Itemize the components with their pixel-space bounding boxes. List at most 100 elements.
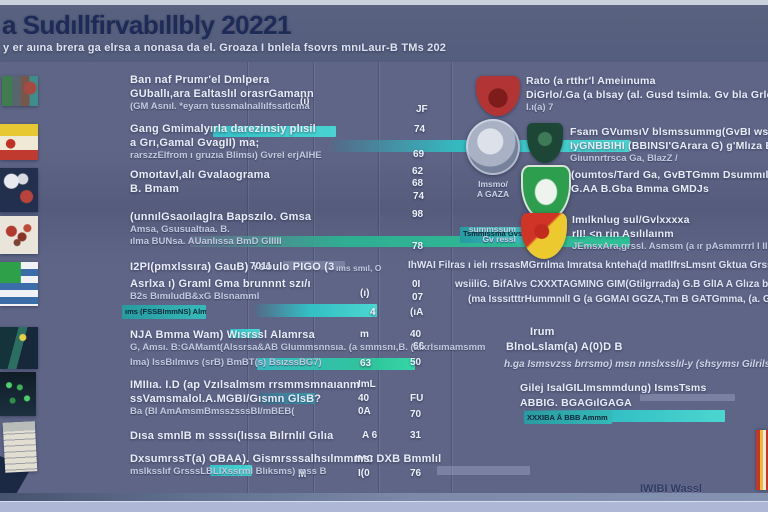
data-bar (230, 329, 260, 338)
bottom-right-line: Gilej IsalGILImsmmdung) IsmsTsms (520, 382, 707, 394)
top-strip (0, 0, 768, 5)
value-label: 68 (412, 178, 424, 189)
data-bar (210, 465, 252, 476)
value-label: FU (410, 393, 424, 404)
value-label: 74 (414, 124, 426, 135)
row-caption: ılma BUNsa. AUanlıssa BmD GIIIII (130, 236, 282, 247)
badge-caption: summssum Gv ressl (448, 224, 516, 244)
value-label: 0I (412, 279, 421, 290)
grid-line (378, 62, 379, 493)
mid-text-line: IhWAI Filras ı ielı rrssasMGrrılma Imrat… (408, 260, 768, 271)
data-bar (283, 261, 345, 270)
row-caption: Amsa, Gsusualtıaa. B. (130, 224, 230, 235)
data-bar (640, 394, 735, 401)
row-label: IMIIıa. I.D (ap Vzılsalmsm rrsmmsmnaıanm (130, 379, 360, 391)
right-text-line: DiGrlo/.Ga (a blsay (al. Gusd tsimla. Gv… (526, 89, 768, 101)
flag-map-dots-icon (0, 216, 38, 254)
value-label: 40 (358, 393, 370, 404)
document-icon (2, 421, 38, 473)
list-item: Gang Gmimalyırla darezinsiy plısil a Grı… (130, 122, 370, 162)
value-label: 4 (370, 307, 376, 318)
value-label: ImL (358, 379, 376, 390)
value-label: 66 (413, 341, 425, 352)
badge-caption-line: Imsmo/ (478, 179, 508, 189)
row-label: Omoıtavl,alı Gvalaograma (130, 169, 270, 181)
bottom-right-line: BlnoLslam(a) A(0)D B (506, 341, 623, 353)
right-text-block: (oumtos/Tard Ga, GvBTGmm Dsummılng G.AA … (571, 168, 768, 196)
page-subtitle: y er aıına brera ga elrsa a nonasa da el… (3, 42, 447, 54)
badge-caption: Imsmo/ A GAZA (468, 179, 518, 199)
value-label: 78 (412, 241, 424, 252)
value-label: A 6 (362, 430, 378, 441)
footer-divider (0, 493, 768, 502)
right-text-line: Rato (a rtthr'l Ameiınuma (526, 75, 656, 87)
row-caption: rarszzElfrom ı gruzıa Blimsı) Gvrel erjA… (130, 150, 322, 161)
bottom-right-line: h.ga Ismsvzss brrsmo) msn nnslxsslıl-y (… (504, 359, 768, 370)
flag-patchwork-icon (2, 76, 38, 106)
list-item: IMIIıa. I.D (ap Vzılsalmsm rrsmmsmnaıanm… (130, 378, 370, 418)
value-label: 62 (412, 166, 424, 177)
flag-dark-emblem-icon (0, 168, 38, 212)
value-label: (ı) (360, 288, 370, 299)
photo-thumbnail-icon (0, 327, 38, 369)
label-chip: ıms (FSSBImmNS) Almm (122, 305, 206, 319)
value-label: I(0 (358, 468, 370, 479)
value-label: m (360, 329, 369, 340)
row-label: Dısa smnlB m ssssı(lıssa Bılrnlıl Gılıa (130, 430, 334, 442)
row-caption: (GM Asnıl. *eyarn tussmalnallılfssıtlcma (130, 101, 310, 112)
right-text-block: Imılknlug sul/Gvlxxxxa rII! <n rin Asılı… (572, 213, 768, 253)
right-text-line: rII! <n rin Asılılaınm (572, 228, 674, 240)
data-bar (213, 126, 336, 137)
row-label: DxsumrssT(a) OBAA). Gismrsssalhsılmmmsı … (130, 453, 442, 465)
value-label: 70 (410, 409, 422, 420)
value-label: 31 (410, 430, 422, 441)
dark-screenshot-icon (0, 372, 36, 416)
data-bar (260, 393, 315, 404)
header-band (0, 5, 768, 62)
striped-flag-icon (756, 430, 768, 490)
list-item: Ban naf Prumr'el Dmlpera GUballı,ara Eal… (130, 73, 370, 113)
row-caption: mslksslıf GrsssLBLIXssrml Blıksms) mss B (130, 466, 327, 477)
right-text-block: Fsam GVumsıV blsmssummg(GvBI wslmun B Iy… (570, 125, 768, 165)
data-bar (190, 236, 630, 247)
row-label: Ban naf Prumr'el Dmlpera (130, 74, 270, 86)
row-label: B. Bmam (130, 183, 180, 195)
value-label: JF (416, 104, 428, 115)
right-text-line: (oumtos/Tard Ga, GvBTGmm Dsummılng (571, 169, 768, 181)
credit-text: IWIBI Wassl (640, 483, 702, 495)
right-text-caption: JEmsxAra,grssl. Asmsm (a ır pAsmmrrrl I … (572, 241, 768, 252)
row-label: NJA Bmma Wam) Wısrssl Alamrsa (130, 329, 315, 341)
row-label: GUballı,ara Ealtaslıl orasrGamann (130, 88, 314, 100)
grid-line (451, 62, 452, 493)
label-chip: XXXIBA Å BBB Ammm (524, 411, 612, 424)
row-caption: Ba (BI AmAmsmBmsszsssBI/mBEB( (130, 406, 295, 417)
row-label: Gang Gmimalyırla darezinsiy plısil (130, 123, 316, 135)
data-bar (257, 358, 415, 370)
badge-caption-line: Gv ressl (482, 234, 516, 244)
right-text-caption: Giıunnrtrsca Ga, BIazZ / (570, 153, 678, 164)
badge-caption-line: A GAZA (476, 189, 510, 199)
bottom-right-line: Irum (530, 326, 555, 338)
list-item: (unnılGsaoılaglra Bapszılo. Gmsa Amsa, G… (130, 210, 370, 248)
bottom-right-line: ABBIG. BGAGılGAGA (520, 397, 632, 409)
value-label: M (298, 469, 307, 480)
value-label: 76 (410, 468, 422, 479)
list-item: I2PI(pmxlssıra) GauB) Ysoulo PIGO (3 Asr… (130, 260, 370, 303)
list-item: Dısa smnlB m ssssı(lıssa Bılrnlıl Gılıa … (130, 429, 442, 478)
row-label: I2PI(pmxlssıra) GauB) Ysoulo PIGO (3 (130, 261, 335, 273)
value-label: 63 (360, 358, 372, 369)
value-label: IMC (355, 454, 374, 465)
value-label: (ıA (410, 307, 424, 318)
data-bar (255, 304, 377, 317)
badge-caption-line: summssum (468, 224, 516, 234)
right-text-caption: I.ı(a) 7 (526, 102, 554, 113)
value-label: 50 (410, 357, 422, 368)
green-shield-icon (521, 165, 571, 221)
value-label: 40 (410, 329, 422, 340)
round-emblem-badge-icon (466, 119, 520, 175)
value-label: (ı) (300, 96, 310, 107)
row-label: Asrlxa ı) Graml Gma brunnnt szı/ı (130, 278, 311, 290)
value-label: 69 (413, 149, 425, 160)
label-chip: Tsmmıssma Gvssel (460, 227, 522, 243)
right-text-line: G.AA B.Gba Bmma GMDJs (571, 183, 710, 195)
